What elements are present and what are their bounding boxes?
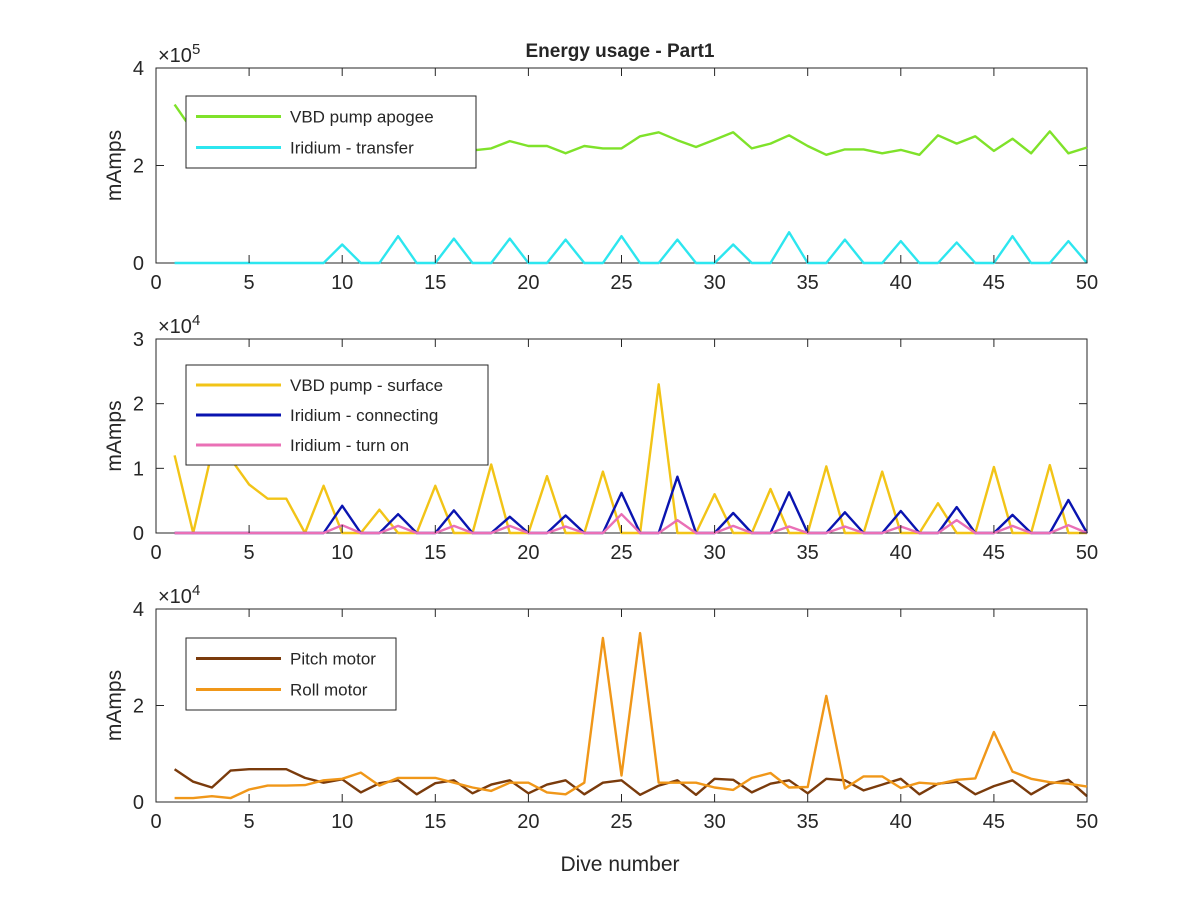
x-tick-label: 15 xyxy=(424,811,446,833)
y-axis-label: mAmps xyxy=(103,400,126,471)
x-tick-label: 50 xyxy=(1076,542,1098,564)
x-tick-label: 10 xyxy=(331,542,353,564)
x-tick-label: 5 xyxy=(244,272,255,294)
x-tick-label: 15 xyxy=(424,272,446,294)
x-tick-label: 35 xyxy=(797,811,819,833)
legend: VBD pump - surface Iridium - connecting Ir… xyxy=(185,364,489,466)
series-line-iridium-turn-on xyxy=(174,513,1088,535)
x-tick-label: 10 xyxy=(331,811,353,833)
x-tick-label: 20 xyxy=(517,272,539,294)
x-tick-label: 0 xyxy=(150,542,161,564)
x-tick-label: 40 xyxy=(890,272,912,294)
legend-label: Iridium - turn on xyxy=(290,436,409,455)
x-axis-label: Dive number xyxy=(560,853,679,876)
y-axis-label: mAmps xyxy=(103,670,126,741)
x-tick-label: 15 xyxy=(424,542,446,564)
legend-label: Iridium - connecting xyxy=(290,406,438,425)
legend: Pitch motor Roll motor xyxy=(185,637,397,711)
legend-label: Iridium - transfer xyxy=(290,139,414,158)
y-tick-label: 3 xyxy=(133,329,144,351)
x-tick-label: 30 xyxy=(703,542,725,564)
x-tick-label: 30 xyxy=(703,272,725,294)
y-axis-label: mAmps xyxy=(103,130,126,201)
x-tick-label: 5 xyxy=(244,542,255,564)
x-tick-label: 5 xyxy=(244,811,255,833)
legend-label: Pitch motor xyxy=(290,650,376,669)
y-tick-label: 2 xyxy=(133,394,144,416)
x-tick-label: 40 xyxy=(890,811,912,833)
y-tick-label: 0 xyxy=(133,523,144,545)
y-exponent-power: 4 xyxy=(192,582,200,599)
x-tick-label: 50 xyxy=(1076,272,1098,294)
series-line-iridium-transfer xyxy=(174,231,1088,265)
y-tick-label: 4 xyxy=(133,599,144,621)
x-tick-label: 50 xyxy=(1076,811,1098,833)
y-tick-label: 2 xyxy=(133,696,144,718)
x-tick-label: 10 xyxy=(331,272,353,294)
x-tick-label: 35 xyxy=(797,272,819,294)
y-tick-label: 4 xyxy=(133,58,144,80)
series-line-pitch-motor xyxy=(173,768,1088,798)
y-exponent-power: 4 xyxy=(192,312,200,329)
x-tick-label: 45 xyxy=(983,272,1005,294)
y-tick-label: 0 xyxy=(133,792,144,814)
x-tick-label: 0 xyxy=(150,272,161,294)
legend-box xyxy=(185,637,397,711)
series-line-roll-motor xyxy=(174,631,1088,800)
x-tick-label: 25 xyxy=(610,811,632,833)
x-tick-label: 35 xyxy=(797,542,819,564)
x-tick-label: 45 xyxy=(983,811,1005,833)
x-tick-label: 30 xyxy=(703,811,725,833)
x-tick-label: 45 xyxy=(983,542,1005,564)
x-tick-label: 0 xyxy=(150,811,161,833)
legend-label: VBD pump - surface xyxy=(290,376,443,395)
series-line-vbd-pump-surface xyxy=(173,383,1087,535)
legend-box xyxy=(185,95,477,169)
x-tick-label: 25 xyxy=(610,542,632,564)
y-tick-label: 2 xyxy=(133,156,144,178)
legend: VBD pump apogee Iridium - transfer xyxy=(185,95,477,169)
x-tick-label: 20 xyxy=(517,811,539,833)
x-tick-label: 20 xyxy=(517,542,539,564)
y-tick-label: 0 xyxy=(133,253,144,275)
legend-label: Roll motor xyxy=(290,681,368,700)
chart-title: Energy usage - Part1 xyxy=(525,41,714,62)
x-tick-label: 40 xyxy=(890,542,912,564)
y-tick-label: 1 xyxy=(133,458,144,480)
x-tick-label: 25 xyxy=(610,272,632,294)
legend-label: VBD pump apogee xyxy=(290,108,434,127)
y-exponent-power: 5 xyxy=(192,41,200,58)
